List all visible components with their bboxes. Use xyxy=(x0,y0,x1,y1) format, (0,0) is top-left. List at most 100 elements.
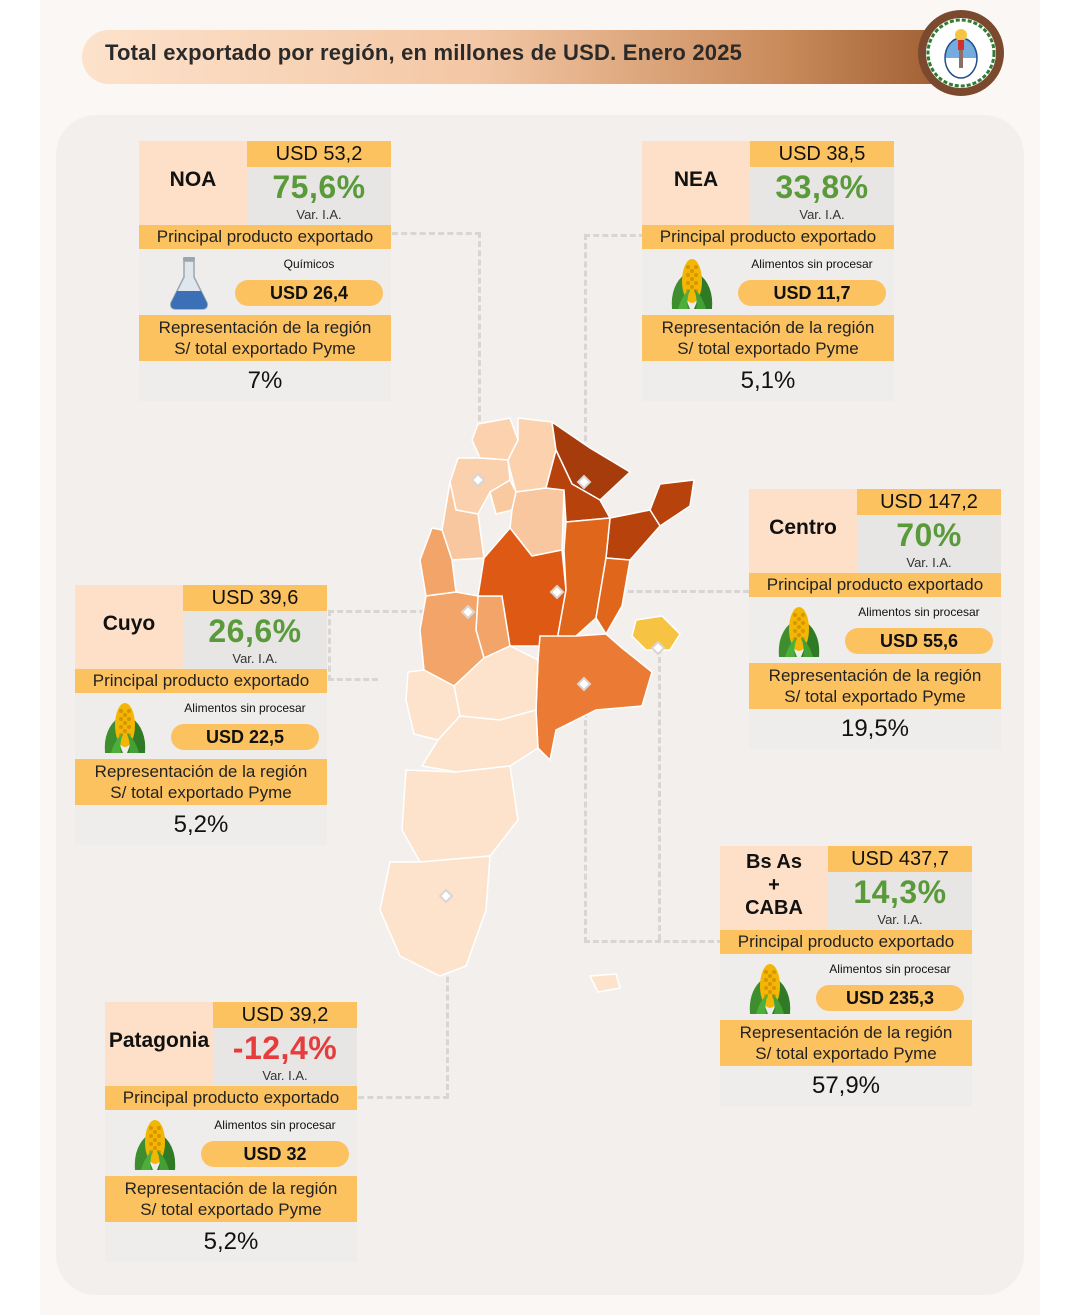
marker-noa xyxy=(470,472,486,488)
product-name: Alimentos sin procesar xyxy=(829,962,951,976)
product-name: Alimentos sin procesar xyxy=(184,701,306,715)
product-header: Principal producto exportado xyxy=(105,1086,357,1110)
connector-bsas xyxy=(584,684,723,943)
representation-share: 7% xyxy=(139,361,391,401)
region-variation-value: 26,6% xyxy=(208,613,302,649)
rep-line2: S/ total exportado Pyme xyxy=(677,339,859,358)
region-variation-value: 14,3% xyxy=(853,874,947,910)
product-usd-pill: USD 11,7 xyxy=(738,280,886,306)
coat-of-arms-icon xyxy=(926,18,996,88)
flask-icon xyxy=(161,255,217,311)
region-variation-box: 33,8% Var. I.A. xyxy=(750,167,894,225)
product-box: Alimentos sin procesar USD 55,6 xyxy=(749,597,1001,663)
variation-label: Var. I.A. xyxy=(906,555,952,570)
rep-line2: S/ total exportado Pyme xyxy=(174,339,356,358)
product-box: Alimentos sin procesar USD 32 xyxy=(105,1110,357,1176)
title-banner xyxy=(82,30,962,84)
region-total-usd: USD 53,2 xyxy=(247,141,391,167)
region-variation-value: 70% xyxy=(896,517,962,553)
product-box: Alimentos sin procesar USD 11,7 xyxy=(642,249,894,315)
region-variation-value: -12,4% xyxy=(232,1030,338,1066)
connector-noa xyxy=(392,232,481,485)
connector-centro xyxy=(557,590,749,593)
region-total-usd: USD 147,2 xyxy=(857,489,1001,515)
map-region-entre-rios xyxy=(595,557,631,636)
product-box: Alimentos sin procesar USD 22,5 xyxy=(75,693,327,759)
rep-line1: Representación de la región xyxy=(158,318,372,337)
region-variation-box: 14,3% Var. I.A. xyxy=(828,872,972,930)
corn-icon xyxy=(742,960,798,1016)
product-header: Principal producto exportado xyxy=(75,669,327,693)
rep-line2: S/ total exportado Pyme xyxy=(140,1200,322,1219)
corn-icon xyxy=(127,1116,183,1172)
map-region-chubut xyxy=(401,765,519,863)
map-region-chaco xyxy=(545,447,612,523)
corn-icon xyxy=(771,603,827,659)
product-name: Químicos xyxy=(283,257,335,271)
variation-label: Var. I.A. xyxy=(296,207,342,222)
marker-centro xyxy=(549,584,565,600)
map-region-tierra-del-fuego xyxy=(588,973,621,993)
representation-share: 5,2% xyxy=(75,805,327,845)
variation-label: Var. I.A. xyxy=(799,207,845,222)
representation-share: 5,2% xyxy=(105,1222,357,1262)
product-box: Alimentos sin procesar USD 235,3 xyxy=(720,954,972,1020)
product-name: Alimentos sin procesar xyxy=(214,1118,336,1132)
product-header: Principal producto exportado xyxy=(139,225,391,249)
product-usd-pill: USD 55,6 xyxy=(845,628,993,654)
connector-nea xyxy=(584,234,645,487)
product-header: Principal producto exportado xyxy=(720,930,972,954)
region-variation-box: 26,6% Var. I.A. xyxy=(183,611,327,669)
region-name: NEA xyxy=(642,141,750,225)
map-region-corrientes xyxy=(605,509,661,561)
representation-header: Representación de la región S/ total expo… xyxy=(749,663,1001,709)
rep-line2: S/ total exportado Pyme xyxy=(755,1044,937,1063)
rep-line1: Representación de la región xyxy=(94,762,308,781)
region-total-usd: USD 437,7 xyxy=(828,846,972,872)
map-region-buenos-aires xyxy=(535,633,653,762)
map-region-rio-negro xyxy=(420,709,539,773)
region-name: Patagonia xyxy=(105,1002,213,1086)
product-name: Alimentos sin procesar xyxy=(751,257,873,271)
representation-header: Representación de la región S/ total expo… xyxy=(75,759,327,805)
representation-share: 57,9% xyxy=(720,1066,972,1106)
connector-cuyo-b xyxy=(328,678,378,681)
region-name: Cuyo xyxy=(75,585,183,669)
argentina-map xyxy=(379,417,695,993)
product-header: Principal producto exportado xyxy=(642,225,894,249)
product-usd-pill: USD 22,5 xyxy=(171,724,319,750)
product-header: Principal producto exportado xyxy=(749,573,1001,597)
marker-nea xyxy=(576,474,592,490)
region-name: NOA xyxy=(139,141,247,225)
product-usd-pill: USD 26,4 xyxy=(235,280,383,306)
region-name: Centro xyxy=(749,489,857,573)
region-total-usd: USD 39,6 xyxy=(183,585,327,611)
region-variation-box: 70% Var. I.A. xyxy=(857,515,1001,573)
marker-patagonia xyxy=(438,888,454,904)
region-total-usd: USD 38,5 xyxy=(750,141,894,167)
connector-patagonia xyxy=(358,896,449,1099)
representation-header: Representación de la región S/ total expo… xyxy=(720,1020,972,1066)
region-variation-box: 75,6% Var. I.A. xyxy=(247,167,391,225)
rep-line2: S/ total exportado Pyme xyxy=(784,687,966,706)
rep-line1: Representación de la región xyxy=(661,318,875,337)
representation-header: Representación de la región S/ total expo… xyxy=(105,1176,357,1222)
rep-line1: Representación de la región xyxy=(124,1179,338,1198)
representation-share: 5,1% xyxy=(642,361,894,401)
region-variation-box: -12,4% Var. I.A. xyxy=(213,1028,357,1086)
corn-icon xyxy=(97,699,153,755)
region-total-usd: USD 39,2 xyxy=(213,1002,357,1028)
representation-header: Representación de la región S/ total expo… xyxy=(642,315,894,361)
marker-caba xyxy=(650,640,666,656)
rep-line1: Representación de la región xyxy=(768,666,982,685)
map-uruguay xyxy=(631,615,681,651)
region-name: Bs As + CABA xyxy=(720,846,828,930)
region-variation-value: 33,8% xyxy=(775,169,869,205)
marker-bsas xyxy=(576,676,592,692)
marker-cuyo xyxy=(460,604,476,620)
rep-line2: S/ total exportado Pyme xyxy=(110,783,292,802)
product-name: Alimentos sin procesar xyxy=(858,605,980,619)
connector-bsas-b xyxy=(658,648,661,940)
corn-icon xyxy=(664,255,720,311)
map-region-misiones xyxy=(649,479,695,528)
